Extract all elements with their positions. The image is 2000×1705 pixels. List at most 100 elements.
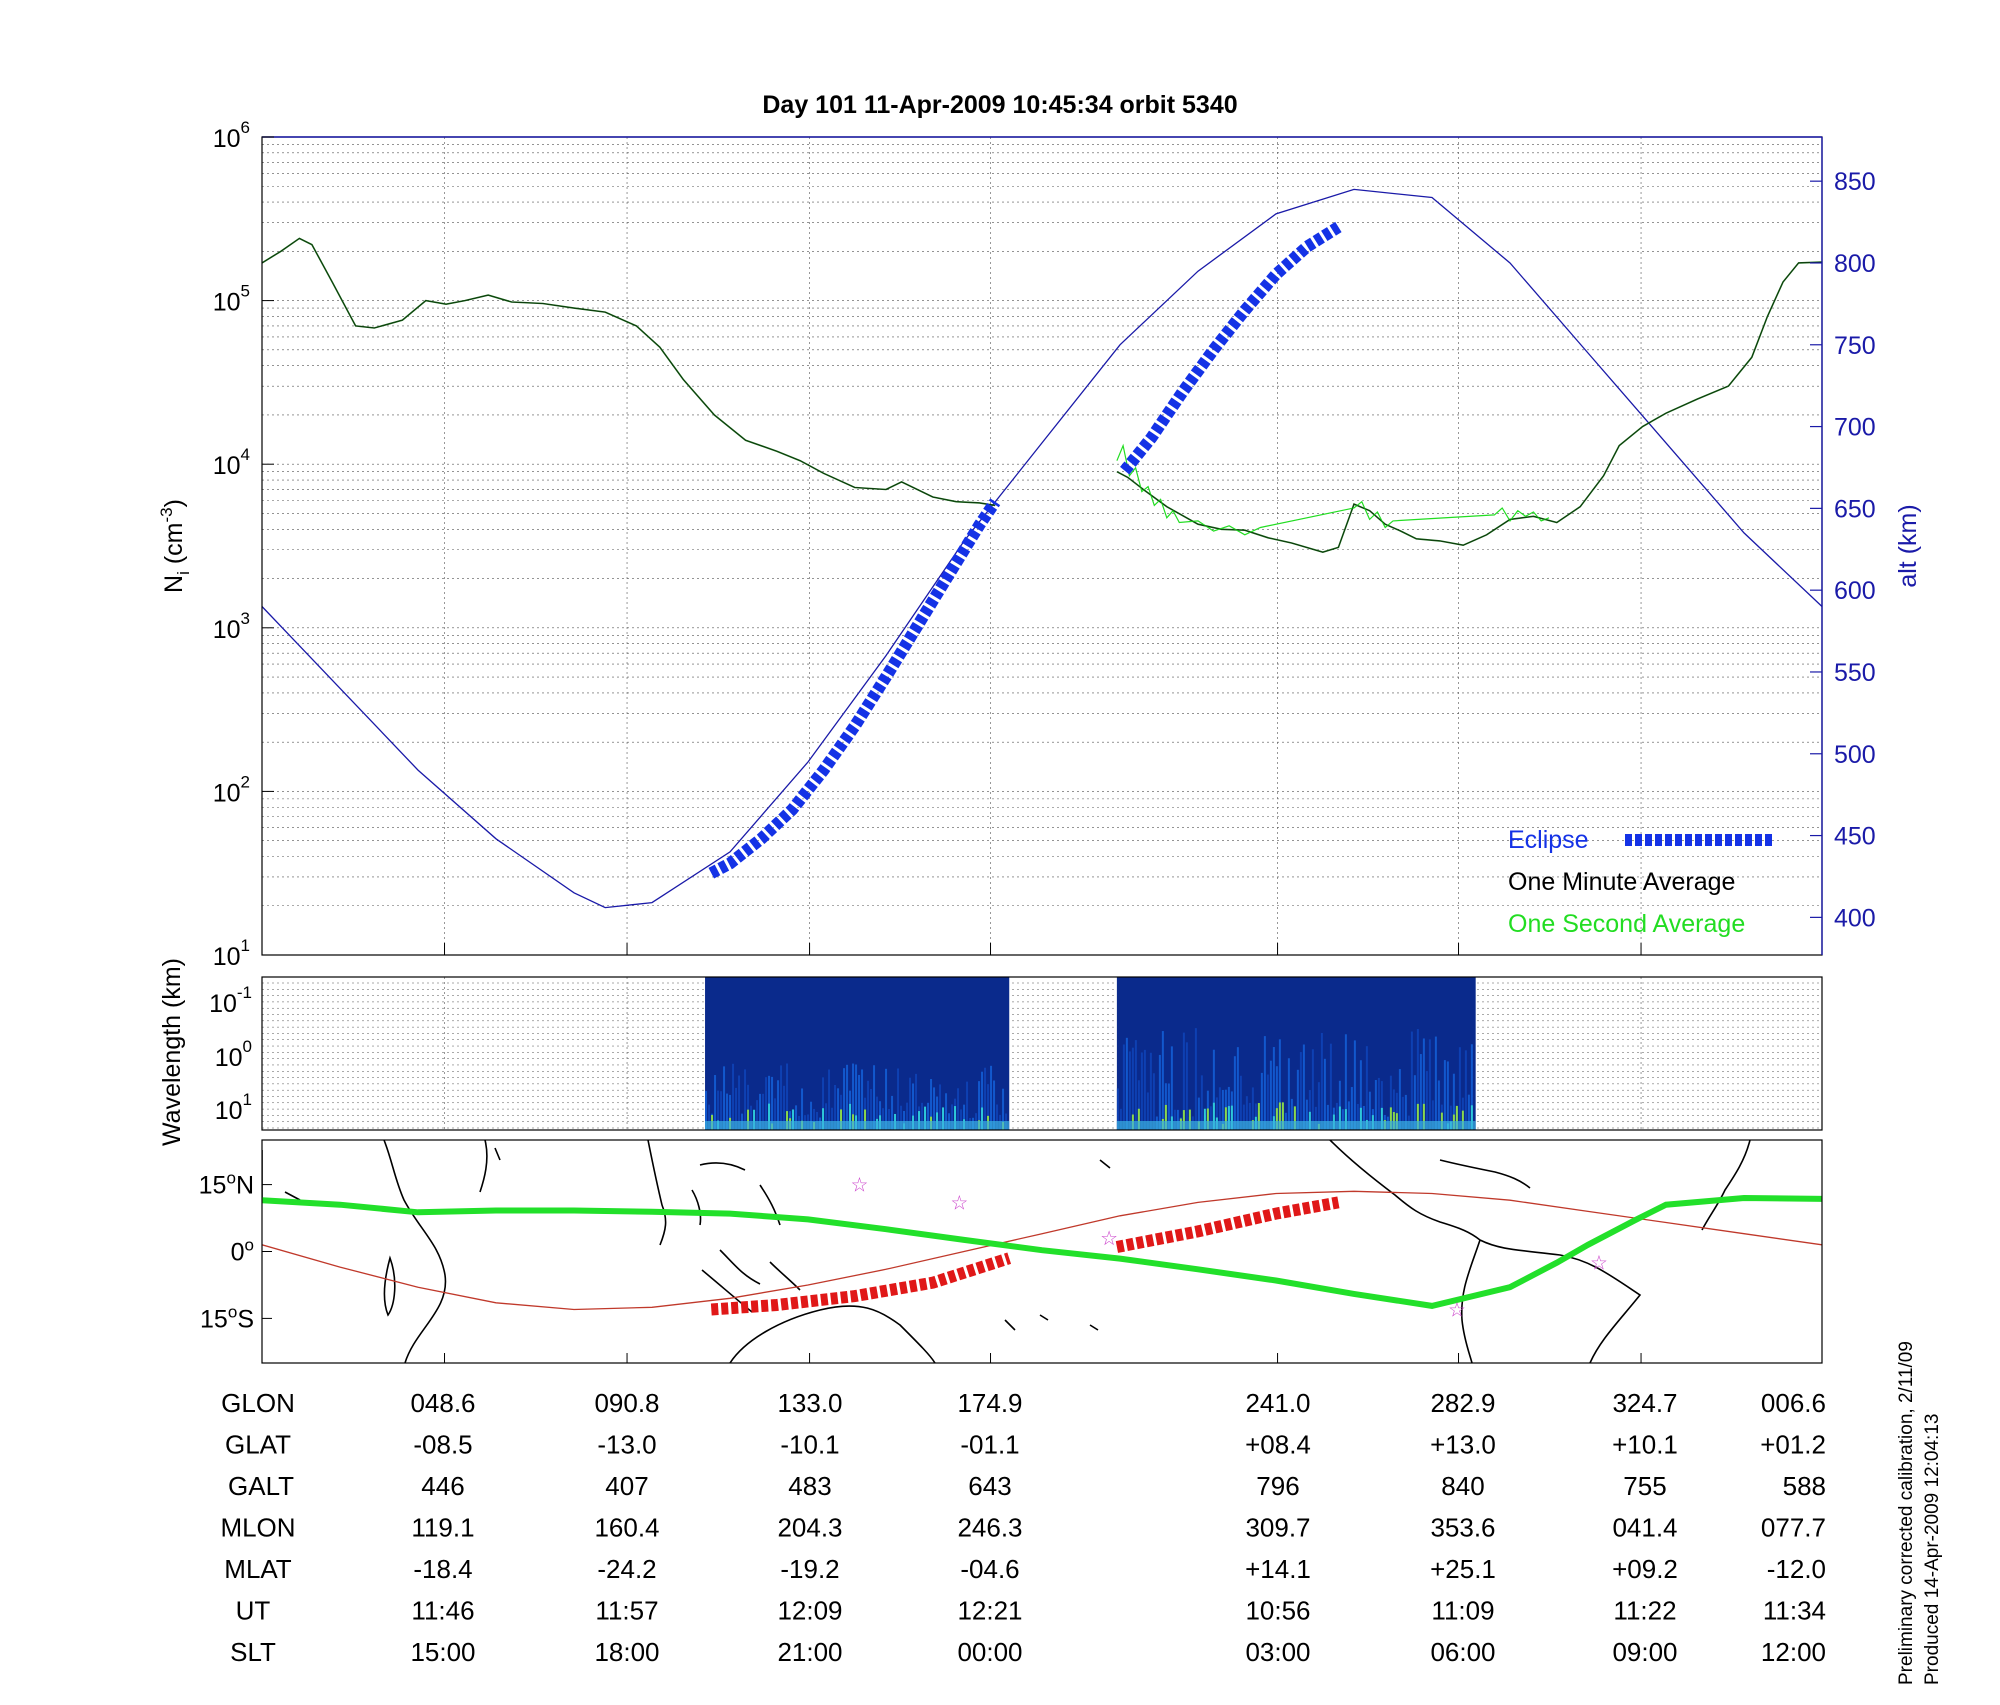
altitude-ytick-label: 700 xyxy=(1834,414,1876,442)
coastline-australia xyxy=(729,1305,936,1363)
spectrogram-column xyxy=(1200,1075,1203,1130)
spectrogram-column xyxy=(1425,1071,1428,1130)
spectrogram-column xyxy=(1278,1039,1281,1130)
density-ytick-label-exp: 3 xyxy=(241,609,250,628)
spectrogram-hot xyxy=(954,1106,957,1130)
density-ytick-label: 105 xyxy=(213,282,250,317)
spectrogram-column xyxy=(1314,1106,1317,1130)
map-ytick-hemisphere: S xyxy=(237,1305,254,1333)
coastline-africa-east xyxy=(1701,1140,1751,1231)
eclipse-segment-group xyxy=(708,221,1342,879)
density-ytick-label-base: 10 xyxy=(213,779,241,807)
spectrogram-hot xyxy=(747,1109,750,1130)
table-cell: 041.4 xyxy=(1612,1513,1677,1543)
spectrogram-column xyxy=(1308,1090,1311,1130)
spectrogram-column xyxy=(1389,1075,1392,1130)
spectrogram-column xyxy=(1215,1097,1218,1130)
spectrogram-hot xyxy=(1338,1106,1341,1130)
spectrogram-column xyxy=(831,1107,834,1130)
spectrogram-ytick-label-base: 10 xyxy=(215,1097,243,1125)
spectrogram-column xyxy=(750,1105,753,1130)
table-cell: 160.4 xyxy=(594,1513,659,1543)
spectrogram-column xyxy=(777,1080,780,1130)
spectrogram-hot xyxy=(1224,1107,1227,1130)
spectrogram-column xyxy=(771,1076,774,1130)
spectrogram-column xyxy=(1356,1103,1359,1130)
x-tick-marks xyxy=(444,943,1642,1363)
density-minute-overlay-1 xyxy=(1116,261,1823,553)
spectrogram-column xyxy=(1368,1091,1371,1130)
table-cell: -18.4 xyxy=(413,1554,472,1584)
spectrogram-column xyxy=(909,1077,912,1130)
ylabel-close: ) xyxy=(160,499,188,507)
table-cell: 241.0 xyxy=(1245,1388,1310,1418)
spectrogram-column xyxy=(1350,1087,1353,1130)
spectrogram-hot xyxy=(1461,1110,1464,1130)
spectrogram-column xyxy=(1263,1036,1266,1130)
table-cell: -12.0 xyxy=(1767,1554,1826,1584)
map-eclipse-segment-1 xyxy=(1115,1196,1340,1253)
spectrogram-column xyxy=(1242,1104,1245,1130)
density-ytick-label-base: 10 xyxy=(213,289,241,317)
spectrogram-column xyxy=(1173,1109,1176,1130)
spectrogram-column xyxy=(858,1074,861,1130)
spectrogram-grid xyxy=(262,977,1822,1130)
map-ytick-value: 0 xyxy=(231,1239,245,1267)
spectrogram-column xyxy=(1335,1102,1338,1130)
spectrogram-column xyxy=(1347,1101,1350,1130)
chart-title: Day 101 11-Apr-2009 10:45:34 orbit 5340 xyxy=(762,91,1237,119)
density-ytick-label: 101 xyxy=(213,936,250,971)
spectrogram-hot xyxy=(1380,1107,1383,1130)
spectrogram-column xyxy=(1170,1046,1173,1130)
spectrogram-column xyxy=(813,1108,816,1130)
coastline-central-america xyxy=(1329,1140,1531,1241)
spectrogram-column xyxy=(987,1084,990,1130)
spectrogram-column xyxy=(1125,1037,1128,1130)
spectrogram-column xyxy=(744,1069,747,1130)
spectrogram-column xyxy=(1320,1032,1323,1130)
spectrogram-column xyxy=(1218,1087,1221,1130)
table-cell: 446 xyxy=(421,1471,464,1501)
spectrogram-column xyxy=(873,1065,876,1130)
density-ytick-label: 104 xyxy=(213,445,250,480)
spectrogram-column xyxy=(888,1109,891,1130)
spectrogram-column xyxy=(1260,1072,1263,1130)
spectrogram-column xyxy=(747,1084,750,1130)
spectrogram-column xyxy=(1395,1092,1398,1130)
density-ytick-label-base: 10 xyxy=(213,943,241,971)
spectrogram-hot xyxy=(1227,1106,1230,1130)
spectrogram-column xyxy=(1194,1028,1197,1130)
spectrogram-column xyxy=(729,1094,732,1130)
spectrogram-column xyxy=(1185,1042,1188,1130)
spectrogram-column xyxy=(927,1102,930,1130)
spectrogram-column xyxy=(1467,1094,1470,1130)
spectrogram-column xyxy=(837,1088,840,1130)
table-cell: 18:00 xyxy=(594,1637,659,1667)
spectrogram-column xyxy=(1287,1058,1290,1130)
ylabel-sup: -3 xyxy=(157,507,176,522)
spectrogram-column xyxy=(1413,1075,1416,1130)
spectrogram-column xyxy=(951,1104,954,1130)
density-ytick-label-base: 10 xyxy=(213,452,241,480)
coastline-south-america xyxy=(1460,1239,1642,1363)
spectrogram-column xyxy=(1158,1054,1161,1130)
spectrogram-column xyxy=(855,1064,858,1130)
spectrogram-column xyxy=(1161,1031,1164,1130)
altitude-ytick-label: 450 xyxy=(1834,823,1876,851)
spectrogram-column xyxy=(1443,1060,1446,1130)
spectrogram-column xyxy=(759,1093,762,1130)
spectrogram-hot xyxy=(1230,1105,1233,1130)
spectrogram-column xyxy=(1305,1099,1308,1130)
spectrogram-column xyxy=(939,1084,942,1130)
density-ytick-label-exp: 4 xyxy=(241,445,250,464)
spectrogram-column xyxy=(861,1069,864,1130)
spectrogram-column xyxy=(921,1102,924,1130)
spectrogram-column xyxy=(897,1068,900,1130)
spectrogram-column xyxy=(1428,1039,1431,1130)
spectrogram-hot xyxy=(1308,1111,1311,1130)
spectrogram-column xyxy=(1221,1089,1224,1130)
spectrogram-column xyxy=(1290,1098,1293,1130)
table-cell: -24.2 xyxy=(597,1554,656,1584)
